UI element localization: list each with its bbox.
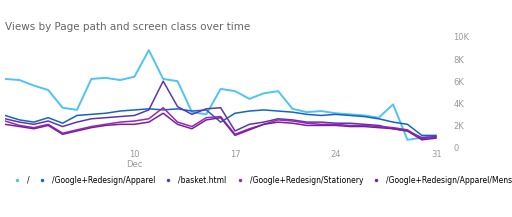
Text: Views by Page path and screen class over time: Views by Page path and screen class over… bbox=[5, 22, 250, 32]
Legend: /, /Google+Redesign/Apparel, /basket.html, /Google+Redesign/Stationery, /Google+: /, /Google+Redesign/Apparel, /basket.htm… bbox=[9, 176, 512, 185]
